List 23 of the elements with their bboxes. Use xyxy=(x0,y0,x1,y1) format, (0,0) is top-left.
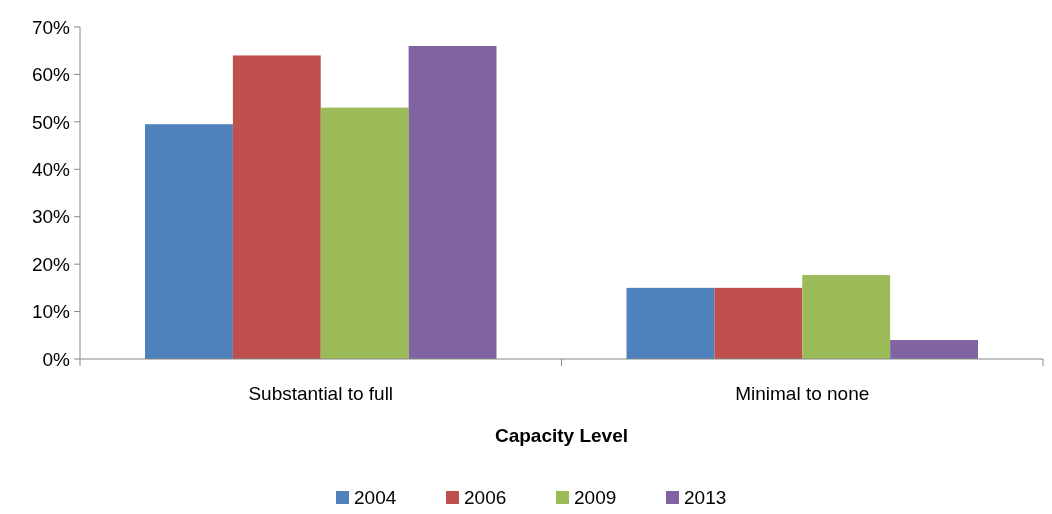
y-tick-label: 50% xyxy=(31,111,71,133)
y-tick-label: 20% xyxy=(31,253,71,275)
legend-label: 2004 xyxy=(354,487,397,508)
legend-label: 2006 xyxy=(464,487,507,508)
bar xyxy=(232,55,321,359)
y-tick-label: 30% xyxy=(31,206,71,228)
x-tick-label: Substantial to full xyxy=(248,383,394,404)
legend-label: 2009 xyxy=(574,487,617,508)
y-tick-label: 60% xyxy=(31,64,71,86)
bar xyxy=(320,107,409,359)
legend-label: 2013 xyxy=(684,487,727,508)
x-tick-label: Minimal to none xyxy=(735,383,870,404)
bar xyxy=(408,45,497,359)
bar xyxy=(714,287,803,359)
bar xyxy=(890,340,978,359)
bar xyxy=(802,275,891,359)
bar xyxy=(145,124,233,359)
y-tick-label: 40% xyxy=(31,158,71,180)
y-tick-label: 0% xyxy=(42,348,71,370)
x-axis-title: Capacity Level xyxy=(494,425,629,446)
bar xyxy=(626,287,715,359)
y-tick-label: 70% xyxy=(31,16,71,38)
y-tick-label: 10% xyxy=(31,301,71,323)
